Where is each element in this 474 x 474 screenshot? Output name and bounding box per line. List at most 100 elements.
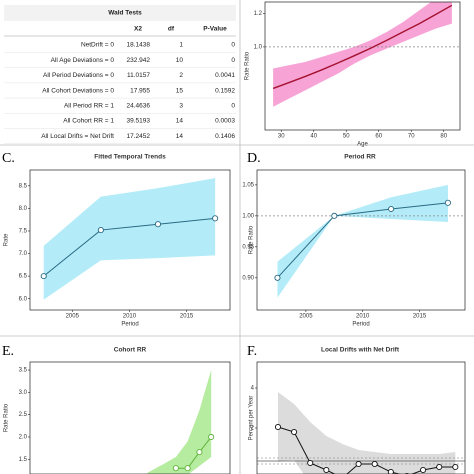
y-axis-label: Rate [4, 233, 10, 246]
x-tick-label: 30 [278, 134, 285, 140]
x-tick-label: 2015 [413, 314, 427, 320]
cell: 1 [179, 42, 183, 49]
chart-panel: 0.90 0.95 1.00 1.05 2005 2010 2015 Period Rate R… [242, 151, 466, 328]
point [291, 428, 298, 436]
chart-title: Period RR [344, 154, 376, 161]
y-tick-label: 3.0 [19, 390, 28, 396]
y-tick-label: 4 [251, 386, 255, 392]
point [274, 274, 281, 281]
row-label: NetDrift = 0 [81, 42, 114, 49]
y-tick-label: 2.0 [19, 435, 28, 441]
cell: 10 [176, 57, 184, 64]
y-axis-label: Percent per Year [249, 396, 255, 441]
point [387, 468, 394, 474]
cell: 0.1592 [215, 87, 235, 94]
chart-title: Cohort RR [114, 347, 147, 354]
x-tick-label: 40 [310, 134, 317, 140]
y-tick-label: 8.0 [19, 206, 28, 212]
line [175, 436, 212, 469]
panel-label: C. [2, 151, 15, 166]
confidence-band [43, 178, 216, 300]
cell: 0 [231, 57, 235, 64]
cell: 17.2452 [127, 133, 151, 140]
y-tick-label: 1.2 [254, 11, 263, 17]
point [323, 466, 330, 474]
cell: 24.4636 [127, 103, 151, 110]
y-tick-label: 7.0 [19, 251, 28, 257]
confidence-band [273, 2, 452, 107]
table-title-bg [4, 5, 236, 21]
row-label: All Age Deviations = 0 [51, 57, 115, 64]
point [307, 459, 314, 467]
confidence-band [277, 184, 448, 298]
y-tick-label: 1.00 [242, 213, 254, 219]
column-header: df [168, 26, 175, 33]
point [172, 465, 179, 472]
x-tick-label: 2010 [123, 314, 137, 320]
point [184, 465, 191, 472]
point [355, 460, 362, 468]
y-tick-label: 0.90 [242, 275, 254, 281]
chart-panel: 6.0 6.5 7.0 7.5 8.0 8.5 2005 2010 2015 Period Rate… [2, 151, 231, 328]
plot-frame [256, 169, 466, 311]
point [371, 460, 378, 468]
y-tick-label: 7.5 [19, 229, 28, 235]
cell: 2 [179, 72, 183, 79]
point [388, 205, 395, 213]
plot-frame [256, 361, 466, 474]
point [196, 449, 203, 456]
point [154, 221, 162, 228]
x-tick-label: 2005 [299, 314, 313, 320]
y-tick-label: 2 [251, 426, 255, 432]
plot-area [257, 392, 465, 474]
cell: 0 [231, 103, 235, 110]
y-tick-label: 3.5 [19, 368, 28, 374]
x-tick-label: 80 [440, 134, 447, 140]
x-axis-label: Age [357, 142, 368, 148]
y-tick-label: 1.0 [254, 44, 263, 50]
point [331, 212, 338, 219]
panel-label: F. [247, 344, 257, 359]
point [436, 463, 443, 471]
y-tick-label: 1.05 [242, 182, 254, 188]
cell: 14 [176, 133, 184, 140]
cell: 15 [176, 87, 184, 94]
x-tick-label: 60 [375, 134, 382, 140]
point [452, 463, 459, 471]
panel-label: E. [2, 344, 14, 359]
line [272, 4, 453, 90]
cell: 0 [231, 42, 235, 49]
plot-area [40, 178, 219, 300]
row-label: All Local Drifts = Net Drift [41, 133, 114, 140]
chart-title: Local Drifts with Net Drift [321, 347, 400, 354]
y-tick-label: 1.5 [19, 457, 28, 463]
line [43, 217, 216, 277]
chart-panel: 1.0 1.2 30 40 50 60 70 80 Age Rate Ratio [245, 1, 461, 148]
point [212, 215, 219, 222]
wald-table: Wald Tests X2 df P-Value NetDrift = 0 18.1438… [4, 5, 236, 144]
plot-frame [264, 1, 461, 131]
point [420, 466, 427, 474]
x-axis-label: Period [121, 322, 138, 328]
y-tick-label: 0.95 [242, 244, 254, 250]
row-label: All Period Deviations = 0 [43, 72, 114, 79]
point [97, 227, 104, 234]
cell: 14 [176, 118, 184, 125]
y-tick-label: 2.5 [19, 412, 28, 418]
y-tick-label: 8.5 [19, 183, 28, 189]
line [277, 202, 449, 279]
chart-title: Fitted Temporal Trends [94, 154, 166, 161]
chart-panel: 2 4 Percent per Year Local Drifts with Net … [247, 344, 466, 474]
confidence-band [277, 392, 456, 474]
point [40, 273, 47, 280]
plot-area [147, 370, 215, 474]
x-tick-label: 2010 [356, 314, 370, 320]
point [444, 199, 452, 206]
x-tick-label: 70 [408, 134, 415, 140]
column-header: P-Value [203, 26, 227, 33]
cell: 3 [179, 103, 183, 110]
table-title: Wald Tests [108, 10, 142, 17]
x-tick-label: 2015 [180, 314, 194, 320]
cell: 0.0041 [215, 72, 235, 79]
